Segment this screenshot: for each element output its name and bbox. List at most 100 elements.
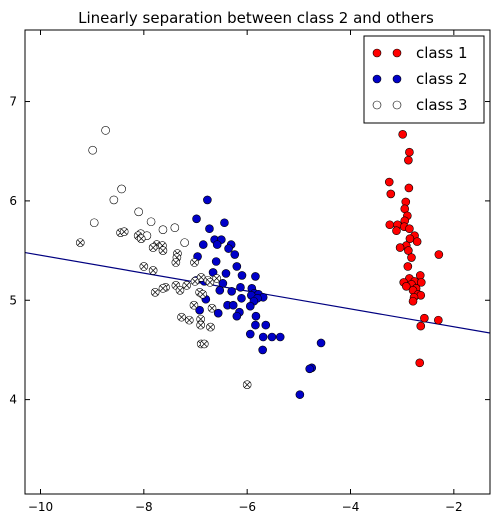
- point-class3-5: [146, 217, 156, 227]
- crossed-point-stroke-b: [176, 287, 184, 294]
- point-class3-11: [180, 238, 189, 247]
- point-class2-34: [228, 300, 238, 310]
- legend-marker-2-b: [392, 74, 402, 84]
- crossed-point-stroke-b: [172, 259, 179, 266]
- point-class2-16: [237, 271, 247, 280]
- point-class1-5: [386, 189, 396, 199]
- crossed-point-stroke-b: [201, 340, 208, 348]
- crossed-point-stroke-b: [190, 302, 198, 309]
- crossed-point-stroke-b: [121, 228, 128, 235]
- crossed-point-stroke-b: [150, 267, 157, 274]
- point-class2-43: [245, 329, 255, 339]
- legend-marker-2-a: [372, 74, 382, 84]
- crossed-point-29: [207, 303, 217, 313]
- point-class2-40: [251, 311, 261, 321]
- point-class2-10: [230, 250, 240, 259]
- point-class3-1: [88, 145, 97, 155]
- crossed-point-stroke-b: [152, 289, 159, 296]
- crossed-point-stroke-b: [213, 275, 220, 282]
- point-class1-23: [403, 262, 413, 271]
- point-class2-23: [215, 286, 225, 295]
- crossed-point-34: [206, 322, 215, 332]
- crossed-point-stroke-b: [138, 235, 145, 242]
- crossed-point-stroke-b: [191, 259, 198, 266]
- x-tick-label-2: −6: [238, 500, 256, 514]
- crossed-point-stroke-b: [199, 291, 206, 298]
- point-class1-13: [405, 224, 414, 234]
- crossed-point-32: [185, 315, 194, 325]
- point-class3-8: [170, 223, 180, 233]
- point-class1-2: [404, 155, 413, 165]
- crossed-point-2: [119, 227, 129, 236]
- crossed-point-stroke-b: [140, 263, 147, 270]
- crossed-point-stroke-b: [159, 285, 167, 292]
- crossed-point-stroke-b: [159, 247, 167, 254]
- axes-frame: [24, 29, 491, 495]
- point-class1-0: [398, 130, 407, 139]
- point-class1-4: [404, 183, 414, 193]
- point-class2-13: [232, 262, 242, 271]
- x-tick-label-1: −8: [135, 500, 153, 514]
- crossed-point-stroke-b: [197, 316, 204, 323]
- legend-label-class2: class 2: [416, 70, 468, 88]
- point-class1-1: [405, 147, 414, 157]
- point-class2-0: [203, 195, 212, 205]
- point-class2-21: [236, 283, 245, 292]
- legend-marker-1-a: [372, 48, 382, 58]
- point-class2-1: [192, 214, 201, 224]
- x-tick-label-3: −4: [342, 500, 360, 514]
- crossed-point-stroke-b: [191, 278, 199, 285]
- legend-box: [363, 35, 485, 124]
- crossed-point-30: [177, 312, 186, 322]
- point-class1-3: [384, 177, 394, 187]
- crossed-point-7: [148, 243, 158, 252]
- point-class1-40: [415, 358, 425, 368]
- point-class1-22: [407, 253, 416, 262]
- crossed-point-stroke-b: [172, 282, 179, 289]
- point-class2-41: [261, 320, 271, 330]
- point-class2-15: [221, 269, 231, 278]
- point-class1-36: [408, 296, 418, 306]
- point-class2-36: [195, 305, 204, 315]
- point-class2-46: [258, 332, 268, 342]
- crossed-point-36: [199, 339, 209, 349]
- point-class1-11: [385, 220, 395, 230]
- point-class2-45: [275, 332, 285, 342]
- legend-marker-3-a: [372, 100, 382, 110]
- point-class3-3: [109, 195, 119, 205]
- point-class2-44: [267, 332, 277, 342]
- x-tick-label-4: −2: [445, 500, 463, 514]
- crossed-point-20: [182, 281, 192, 290]
- point-class2-3: [205, 224, 214, 234]
- crossed-point-0: [75, 238, 85, 247]
- point-class2-47: [316, 338, 326, 348]
- y-tick-label-3: 7: [9, 95, 17, 109]
- crossed-point-stroke-b: [186, 316, 193, 324]
- point-class3-2: [117, 184, 126, 194]
- legend-marker-1-b: [392, 48, 402, 58]
- crossed-point-11: [171, 258, 181, 267]
- point-class1-21: [434, 250, 444, 259]
- legend-label-class1: class 1: [416, 44, 468, 62]
- chart-title: Linearly separation between class 2 and …: [78, 9, 434, 27]
- crossed-point-27: [198, 289, 208, 299]
- point-class2-6: [198, 240, 208, 249]
- crossed-point-24: [175, 286, 185, 295]
- point-class2-12: [211, 257, 221, 266]
- crossed-point-16: [212, 274, 221, 283]
- point-class2-51: [295, 390, 305, 399]
- point-class2-50: [305, 364, 314, 374]
- crossed-point-stroke-b: [183, 282, 190, 289]
- y-tick-label-2: 6: [9, 194, 17, 208]
- crossed-point-8: [158, 246, 168, 255]
- crossed-point-stroke-b: [197, 321, 204, 329]
- crossed-point-15: [196, 273, 206, 282]
- crossed-point-13: [139, 262, 149, 271]
- legend-marker-3-b: [392, 100, 402, 110]
- crossed-point-28: [189, 300, 199, 310]
- point-class1-39: [416, 321, 426, 331]
- point-class1-37: [420, 313, 429, 323]
- point-class2-17: [251, 272, 260, 281]
- point-class2-42: [251, 320, 260, 330]
